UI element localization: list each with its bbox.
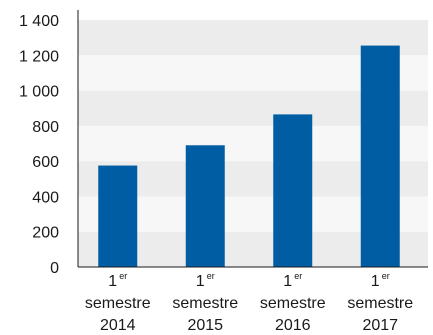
y-tick-label: 600	[32, 154, 59, 171]
y-tick-label: 200	[32, 225, 59, 242]
y-tick-label: 1 000	[19, 84, 59, 101]
x-tick-year: 2016	[275, 317, 311, 334]
x-tick-year: 2015	[187, 317, 223, 334]
y-tick-label: 1 200	[19, 48, 59, 65]
y-axis-tick-labels: 0 200 400 600 800 1 000 1 200 1 400	[19, 13, 59, 277]
y-tick-label: 800	[32, 119, 59, 136]
bar	[273, 114, 313, 267]
x-axis-tick-labels: 1 er semestre 2014 1 er semestre 2015 1 er semestr…	[85, 271, 413, 334]
x-tick-word: semestre	[347, 295, 413, 312]
x-tick-ordinal: 1 er	[371, 271, 390, 290]
y-tick-label: 400	[32, 189, 59, 206]
x-tick-year: 2014	[100, 317, 136, 334]
bar	[360, 45, 400, 268]
x-tick-ordinal: 1 er	[196, 271, 215, 290]
bar-series	[98, 45, 400, 268]
bar	[98, 165, 138, 267]
y-tick-label: 1 400	[19, 13, 59, 30]
x-tick-year: 2017	[362, 317, 398, 334]
x-tick-word: semestre	[260, 295, 326, 312]
bar	[185, 145, 225, 267]
x-tick-word: semestre	[85, 295, 151, 312]
x-tick-word: semestre	[172, 295, 238, 312]
x-tick-ordinal: 1 er	[108, 271, 127, 290]
y-tick-label: 0	[50, 260, 59, 277]
x-tick-ordinal: 1 er	[283, 271, 302, 290]
